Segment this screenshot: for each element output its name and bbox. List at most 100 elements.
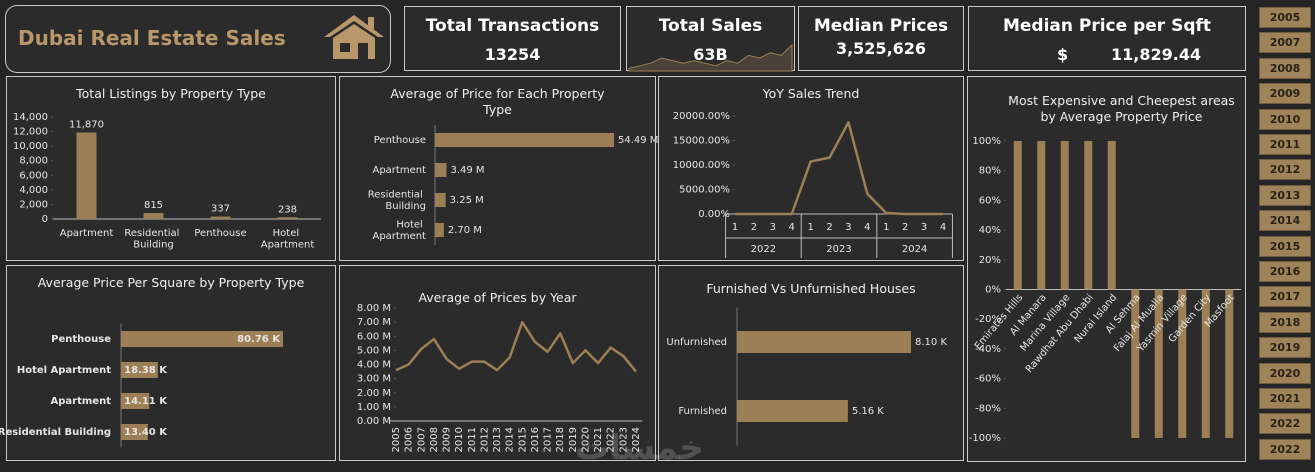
y-tick-label: 20000.00% (673, 111, 730, 122)
year-button[interactable]: 2022 (1259, 413, 1311, 435)
y-tick-label: 2,000 (19, 199, 48, 210)
x-tick-label: 2009 (442, 427, 453, 452)
y-tick-label: -60% (975, 374, 1001, 385)
y-tick-label: 0 (42, 214, 48, 225)
chart: Penthouse 80.76 K Hotel Apartment 18.38 K Ap… (0, 323, 283, 448)
data-label: 54.49 M (618, 135, 658, 146)
year-button[interactable]: 2015 (1259, 235, 1311, 257)
data-label: 8.10 K (915, 337, 947, 348)
x-tick-label: 2019 (568, 427, 579, 452)
year-button[interactable]: 2016 (1259, 261, 1311, 282)
data-label: 2.70 M (448, 225, 482, 236)
y-tick-label: Hotel Apartment (17, 365, 111, 376)
y-tick-label: 5000.00% (679, 185, 730, 196)
x-tick-label: 2015 (517, 427, 528, 452)
y-tick-label: -100% (969, 433, 1001, 444)
kpi-currency: $ (1057, 45, 1069, 64)
x-tick-label: 2 (751, 222, 757, 233)
y-tick-label: 60% (979, 195, 1001, 206)
year-button[interactable]: 2020 (1259, 362, 1311, 384)
year-button[interactable]: 2018 (1259, 311, 1311, 333)
year-button[interactable]: 2017 (1259, 286, 1311, 308)
y-tick-label: Residential Building (368, 189, 426, 212)
x-tick-label: 2008 (429, 427, 440, 452)
y-tick-label: 20% (979, 255, 1001, 266)
x-tick-label: 2 (902, 222, 908, 233)
year-button[interactable]: 2014 (1259, 210, 1311, 232)
year-button[interactable]: 2013 (1259, 184, 1311, 206)
y-tick-label: Penthouse (374, 135, 426, 146)
bar (1013, 141, 1022, 290)
bar (435, 223, 444, 237)
y-tick-label: 4.00 M (357, 360, 391, 371)
data-label: 238 (278, 204, 297, 215)
y-tick-label: -40% (975, 344, 1001, 355)
chart: 0 2,000 4,000 6,000 8,000 10,000 12,000 14,000 1… (13, 112, 321, 251)
x-tick-label: 2022 (606, 427, 617, 452)
x-tick-label: 2 (826, 222, 832, 233)
x-tick-label: 2018 (555, 427, 566, 452)
year-button[interactable]: 2011 (1259, 134, 1311, 155)
bar (210, 216, 231, 219)
x-tick-label: 2023 (618, 427, 629, 452)
x-tick-label: Penthouse (194, 228, 246, 239)
y-tick-label: Hotel Apartment (372, 219, 426, 242)
watermark: خمسات (575, 428, 704, 468)
year-button[interactable]: 2021 (1259, 388, 1311, 409)
data-label: 13.40 K (124, 427, 168, 438)
bar (1107, 141, 1116, 290)
x-tick-label: 1 (807, 222, 813, 233)
x-tick-label: 1 (883, 222, 889, 233)
year-button[interactable]: 2005 (1259, 7, 1311, 28)
data-label: 18.38 K (124, 365, 168, 376)
x-tick-label: 2013 (492, 427, 503, 452)
bar (435, 193, 446, 207)
y-tick-label: 3.00 M (357, 374, 391, 385)
year-button[interactable]: 2012 (1259, 159, 1311, 181)
year-button[interactable]: 2009 (1259, 83, 1311, 105)
y-tick-label: 0% (985, 285, 1001, 296)
x-tick-label: 4 (864, 222, 870, 233)
sparkline (628, 43, 793, 72)
bar (1084, 141, 1093, 290)
x-tick-label: 2014 (505, 427, 516, 452)
chart-panel: Most Expensive and Cheepest areas by Ave… (967, 76, 1246, 462)
x-tick-label: 4 (789, 222, 795, 233)
sparkline-area (628, 43, 793, 72)
x-group-label: 2024 (902, 244, 927, 255)
year-button[interactable]: 2010 (1259, 108, 1311, 130)
chart-panel: Total Listings by Property Type 0 2,000 4,… (6, 76, 336, 261)
y-tick-label: 10000.00% (673, 160, 730, 171)
y-tick-label: 8,000 (19, 156, 48, 167)
y-tick-label: 8.00 M (357, 303, 391, 314)
bar (435, 163, 447, 177)
dashboard-title: Dubai Real Estate Sales (18, 26, 286, 50)
y-tick-label: 10,000 (13, 141, 48, 152)
x-tick-label: Apartment (60, 228, 114, 239)
chart-panel: Average of Prices by Year 0.00 M 1.00 M 2.… (339, 265, 656, 461)
kpi-value: 13254 (484, 45, 541, 64)
kpi-card: Median Price per Sqft $ 11,829.44 (968, 6, 1246, 71)
bar (1201, 289, 1210, 438)
house-icon (324, 15, 384, 59)
kpi-label: Total Sales (658, 16, 763, 36)
y-tick-label: -80% (975, 403, 1001, 414)
bar (121, 424, 148, 440)
kpi-card: Total Transactions 13254 (404, 6, 621, 71)
x-tick-label: 2021 (593, 427, 604, 452)
year-button[interactable]: 2007 (1259, 32, 1311, 54)
chart: Penthouse 54.49 M Apartment 3.49 M Residenti… (368, 125, 658, 245)
x-tick-label: 2016 (530, 427, 541, 452)
x-tick-label: 3 (845, 222, 851, 233)
kpi-label: Median Price per Sqft (1002, 16, 1212, 36)
year-button[interactable]: 2008 (1259, 57, 1311, 79)
bar (435, 133, 614, 147)
chart: 0.00 M 1.00 M 2.00 M 3.00 M 4.00 M 5.00 M 6.00… (357, 303, 643, 452)
bar (737, 331, 911, 353)
bar (277, 217, 298, 219)
year-button[interactable]: 2022 (1259, 438, 1311, 460)
bar (143, 213, 164, 219)
y-tick-label: 40% (979, 225, 1001, 236)
year-button[interactable]: 2019 (1259, 337, 1311, 359)
data-label: 14.11 K (124, 396, 168, 407)
